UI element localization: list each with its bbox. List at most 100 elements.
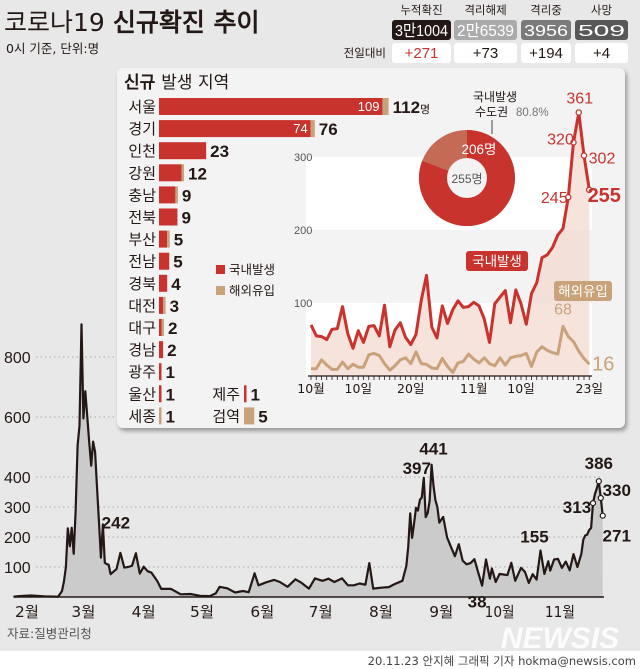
bar-value: 23 [210, 142, 229, 161]
region-label: 전남 [128, 253, 156, 271]
region-label: 충남 [128, 186, 156, 204]
bar-overseas [181, 164, 185, 182]
region-label: 울산 [128, 385, 156, 403]
region-label: 서울 [128, 98, 156, 116]
bar-value-label: 5 [258, 407, 267, 426]
bar-value: 12 [188, 164, 207, 183]
bar-value-label: 1 [166, 363, 175, 382]
region-label: 인천 [128, 142, 156, 160]
bar-value: 2 [168, 319, 177, 338]
bar-value: 1 [166, 363, 175, 382]
inset-data-label: 68 [554, 301, 572, 318]
y-tick-label: 200 [4, 530, 31, 547]
overseas-badge [554, 281, 612, 301]
x-tick-label: 11월 [545, 603, 575, 621]
data-marker [595, 478, 602, 485]
x-tick-label: 5월 [190, 603, 214, 621]
bar-overseas [244, 407, 255, 425]
x-tick-label: 2월 [15, 603, 39, 621]
inset-x-tick: 10일 [507, 381, 534, 396]
region-label: 경남 [128, 341, 156, 359]
bar-value-label: 3 [170, 297, 179, 316]
bar-value-label: 2 [167, 341, 176, 360]
bar-value: 4 [171, 275, 181, 294]
stat-change: +194 [529, 45, 563, 62]
y-tick-label: 800 [4, 350, 31, 367]
inset-data-label: 16 [592, 353, 614, 375]
region-label: 대전 [128, 297, 156, 315]
bar-domestic [159, 252, 170, 270]
cases-area [13, 324, 603, 597]
bar-value: 76 [319, 120, 338, 139]
data-marker [597, 494, 604, 502]
bar-domestic [159, 296, 164, 314]
y-tick-label: 300 [4, 500, 31, 517]
stat-value: 2만6539 [457, 22, 514, 40]
page-title: 코로나19 신규확진 추이 [4, 8, 260, 37]
x-tick-label: 8월 [369, 603, 393, 621]
region-label: 제주 [212, 385, 240, 403]
bar-overseas [175, 186, 178, 204]
bar-domestic [159, 164, 182, 182]
bar-value: 9 [182, 186, 191, 205]
bar-domestic [159, 274, 168, 292]
data-label: 441 [419, 440, 447, 459]
donut-title: 국내발생 [473, 90, 517, 104]
credit-line: 20.11.23 안지혜 그래픽 기자 hokma@newsis.com [368, 654, 636, 668]
region-label: 광주 [128, 363, 156, 381]
bar-value-label: 12 [188, 164, 207, 183]
x-tick-label: 7월 [309, 603, 333, 621]
data-label: 397 [403, 459, 431, 478]
bar-domestic [159, 142, 207, 160]
bar-value-label: 76 [319, 120, 338, 139]
stat-value: 3956 [524, 23, 568, 40]
stat-label: 격리해제 [464, 3, 506, 17]
unit-label: 명 [420, 103, 430, 116]
bar-domestic [159, 208, 178, 226]
bar-domestic [159, 363, 162, 381]
bar-domestic [159, 230, 168, 248]
bar-overseas [310, 120, 315, 138]
compare-label: 전일대비 [344, 46, 386, 60]
bar-value: 2 [167, 341, 176, 360]
bar-value-label: 4 [171, 275, 181, 294]
bar-value: 1 [166, 407, 175, 426]
stat-value: 509 [578, 23, 625, 40]
bar-domestic [159, 385, 162, 403]
data-marker [599, 512, 606, 519]
stats-panel: 전일대비 누적확진 3만1004 +271 격리해제 2만6539 +73 격리중 3956 +1… [344, 3, 628, 63]
bar-value: 5 [173, 253, 182, 272]
x-tick-label: 6월 [250, 603, 274, 621]
bar-value-label: 5 [174, 231, 183, 250]
stat-value-box [392, 20, 451, 40]
data-label: 271 [603, 527, 631, 546]
donut-segment-label: 수도권 [475, 105, 508, 119]
stat-change: +271 [405, 45, 439, 62]
domestic-badge [466, 251, 528, 271]
donut-percent: 80.8% [516, 107, 549, 119]
bar-domestic [159, 120, 311, 138]
x-tick-label: 9월 [429, 603, 453, 621]
bar-value-label: 1 [166, 407, 175, 426]
bar-overseas [167, 230, 170, 248]
bar-overseas [163, 296, 166, 314]
region-label: 강원 [128, 164, 156, 182]
inset-y-tick: 300 [294, 152, 312, 164]
inset-data-label: 245 [541, 190, 568, 207]
bar-value: 1 [166, 385, 175, 404]
bar-value-label: 23 [210, 142, 229, 161]
legend-swatch-overseas [216, 286, 225, 295]
stat-label: 격리중 [530, 3, 562, 17]
y-tick-label: 600 [4, 410, 31, 427]
bar-value: 9 [181, 209, 190, 228]
donut-total: 255명 [451, 172, 482, 186]
stat-change: +73 [473, 45, 498, 62]
stat-change-box [521, 43, 571, 63]
data-label: 330 [603, 481, 631, 500]
main-chart: 100 200 300 400 600 800 2월 3월 4월 5월 6월 7월 8월 9월 10월 11월… [4, 323, 631, 621]
bar-value-label: 1 [166, 385, 175, 404]
domestic-area [311, 112, 590, 376]
inset-data-label: 302 [589, 151, 616, 168]
x-tick-label: 10월 [485, 603, 515, 621]
